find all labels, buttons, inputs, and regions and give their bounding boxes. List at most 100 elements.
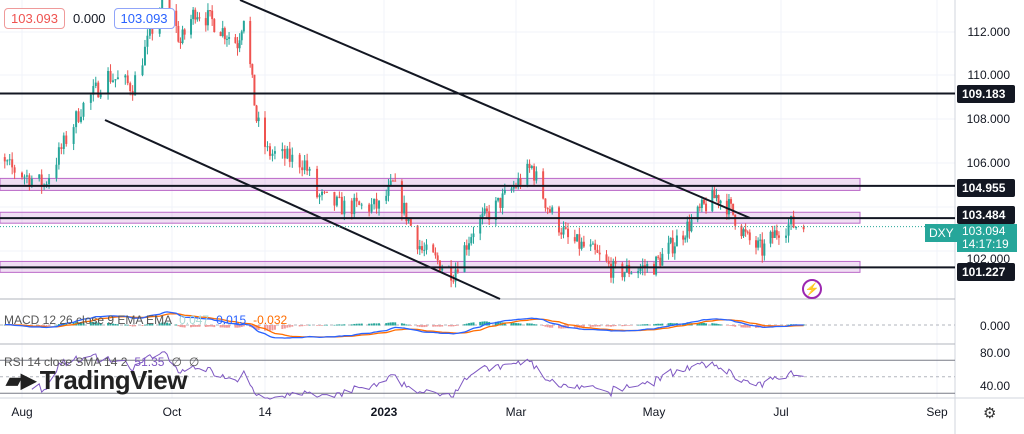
candle: [288, 148, 291, 162]
macd-histogram-bar: [109, 323, 112, 326]
candle: [623, 272, 626, 278]
macd-histogram-bar: [286, 325, 289, 328]
candle: [452, 280, 455, 282]
candle: [273, 151, 276, 154]
candle: [499, 197, 502, 208]
macd-histogram-bar: [65, 323, 68, 326]
candle: [350, 200, 353, 215]
candle: [45, 184, 48, 186]
candle: [99, 94, 102, 98]
candle: [375, 198, 378, 209]
candle: [607, 260, 610, 264]
macd-histogram-bar: [181, 325, 184, 328]
candle: [432, 244, 435, 253]
macd-histogram-bar: [273, 325, 276, 330]
candle: [206, 10, 209, 26]
candle: [682, 235, 685, 240]
macd-signal-value: -0.032: [253, 313, 288, 327]
candle: [639, 268, 642, 272]
candle: [730, 199, 733, 204]
macd-histogram-bar: [551, 325, 554, 328]
candle: [434, 252, 437, 256]
symbol-tag: DXY: [925, 224, 958, 242]
macd-histogram-bar: [385, 323, 388, 326]
candle: [271, 153, 274, 156]
rsi-title: RSI 14 close SMA 14 2: [4, 355, 128, 369]
candle: [594, 243, 597, 250]
macd-histogram-bar: [596, 325, 599, 327]
candle: [528, 163, 531, 168]
macd-histogram-bar: [350, 324, 353, 326]
rsi-v2: ∅: [171, 355, 182, 369]
tradingview-logo[interactable]: ▰▶ TradingView: [6, 365, 188, 395]
macd-histogram-bar: [225, 325, 228, 328]
candle: [494, 200, 497, 220]
macd-histogram-bar: [655, 323, 658, 326]
macd-histogram-bar: [179, 325, 182, 328]
macd-histogram-bar: [512, 322, 515, 326]
candle: [62, 135, 65, 149]
macd-histogram-bar: [567, 325, 570, 329]
macd-histogram-bar: [57, 324, 60, 326]
lightning-icon[interactable]: ⚡: [802, 279, 822, 299]
candle: [321, 191, 324, 196]
rsi-legend[interactable]: RSI 14 close SMA 14 2 51.35 ∅ ∅: [4, 355, 199, 369]
candle: [151, 27, 154, 34]
candle: [757, 240, 760, 248]
candle: [198, 17, 201, 19]
macd-histogram-bar: [416, 325, 419, 327]
macd-histogram-bar: [591, 325, 594, 327]
settings-gear-icon[interactable]: ⚙: [983, 405, 997, 422]
candle: [598, 252, 601, 255]
candle: [775, 230, 778, 236]
trendline-upper: [239, 0, 751, 219]
candle: [700, 199, 703, 208]
macd-histogram-bar: [434, 325, 437, 327]
candle: [560, 232, 563, 235]
macd-histogram-bar: [472, 322, 475, 326]
candle: [530, 166, 533, 168]
macd-histogram-bar: [228, 325, 231, 328]
macd-histogram-bar: [194, 325, 197, 327]
macd-histogram-bar: [530, 323, 533, 326]
candle: [219, 32, 222, 37]
candle: [423, 249, 426, 251]
macd-legend[interactable]: MACD 12 26 close 9 EMA EMA 0.047 0.015 -…: [4, 313, 287, 327]
candle: [333, 191, 336, 206]
macd-histogram-bar: [394, 322, 397, 326]
candle: [742, 229, 745, 237]
candle: [727, 199, 730, 215]
macd-histogram-bar: [438, 325, 441, 327]
macd-histogram-bar: [373, 323, 376, 326]
macd-histogram-bar: [432, 325, 435, 327]
candle: [661, 253, 664, 266]
candle: [544, 198, 547, 208]
macd-histogram-bar: [533, 324, 536, 326]
candle: [255, 105, 258, 122]
candle: [338, 196, 341, 198]
candle: [268, 146, 271, 156]
candle: [148, 27, 151, 36]
candle: [89, 94, 92, 103]
candle: [225, 38, 228, 40]
macd-histogram-bar: [219, 325, 222, 328]
macd-histogram-bar: [183, 325, 186, 328]
candle: [763, 243, 766, 256]
candle: [75, 111, 78, 128]
candle: [240, 31, 243, 41]
candle: [11, 159, 14, 168]
candle: [378, 200, 381, 209]
buy-price[interactable]: 103.093: [113, 8, 175, 29]
candle: [370, 204, 373, 212]
candle: [234, 37, 237, 44]
candle: [515, 186, 517, 188]
macd-histogram-bar: [452, 325, 455, 327]
macd-histogram-bar: [209, 325, 212, 327]
macd-histogram-bar: [387, 322, 390, 326]
macd-histogram-bar: [99, 323, 102, 326]
sell-price[interactable]: 103.093: [4, 8, 65, 29]
macd-histogram-bar: [55, 324, 58, 326]
logo-text: TradingView: [39, 365, 188, 395]
macd-histogram-bar: [657, 323, 660, 326]
